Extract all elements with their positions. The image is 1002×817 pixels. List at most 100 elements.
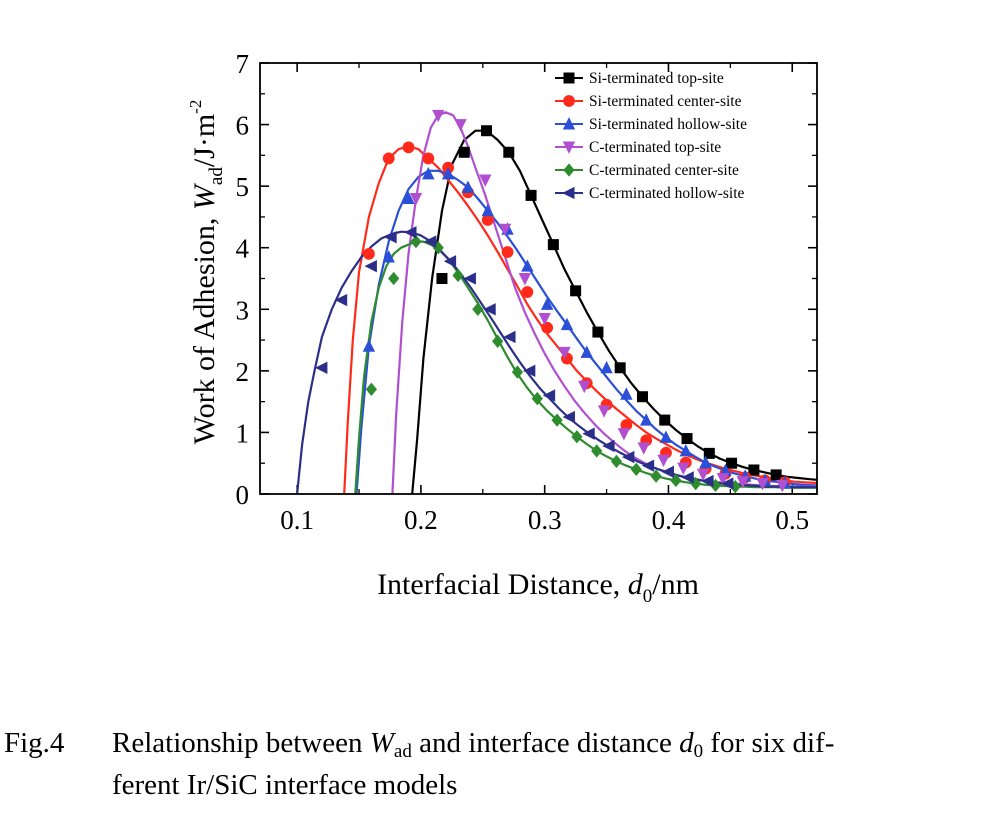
data-point	[463, 272, 476, 285]
data-point	[640, 413, 653, 426]
data-point	[716, 473, 730, 486]
data-point	[614, 362, 626, 374]
legend-label: Si-terminated hollow-site	[589, 116, 747, 133]
legend-item: C-terminated top-site	[555, 139, 721, 156]
data-point	[402, 141, 415, 154]
x-tick-label: 0.1	[280, 505, 314, 535]
data-point	[736, 476, 749, 489]
series-markers-5	[365, 234, 741, 494]
data-point	[521, 286, 534, 298]
data-point	[641, 459, 655, 472]
data-point	[677, 462, 690, 476]
legend-swatch-marker	[563, 95, 575, 107]
legend-item: C-terminated hollow-site	[555, 185, 745, 202]
data-point	[650, 469, 662, 483]
data-point	[560, 317, 574, 331]
data-point	[410, 234, 422, 249]
data-point	[458, 146, 470, 158]
legend: Si-terminated top-site Si-terminated cent…	[555, 70, 747, 202]
data-point	[334, 293, 348, 307]
data-point	[443, 255, 457, 268]
data-point	[756, 478, 769, 491]
series-markers-4	[409, 109, 789, 493]
data-point	[503, 330, 516, 344]
data-point	[492, 334, 504, 348]
y-axis-title: Work of Adhesion, Wad/J·m-2	[186, 100, 227, 445]
data-point	[748, 464, 760, 476]
data-point	[436, 272, 448, 284]
x-tick-label: 0.5	[775, 505, 809, 535]
data-point	[472, 302, 484, 316]
data-point	[498, 223, 512, 237]
data-point	[362, 339, 376, 352]
data-point	[454, 119, 467, 132]
data-point	[617, 428, 631, 441]
data-point	[422, 166, 435, 180]
legend-item: C-terminated center-site	[555, 162, 739, 179]
data-point	[558, 346, 571, 360]
y-tick-label: 6	[236, 111, 250, 141]
x-tick-label: 0.4	[652, 505, 686, 535]
data-point	[503, 146, 515, 158]
data-point	[592, 326, 604, 338]
data-point	[721, 477, 734, 490]
data-point	[547, 239, 559, 251]
data-point	[699, 455, 712, 469]
data-point	[571, 430, 583, 444]
caption-line-2: ferent Ir/SiC interface models	[112, 769, 458, 801]
data-point	[610, 454, 623, 469]
data-point	[540, 297, 554, 310]
data-point	[562, 410, 575, 424]
legend-swatch-marker	[562, 117, 576, 130]
legend-item: Si-terminated center-site	[555, 93, 742, 110]
data-point	[636, 391, 648, 403]
legend-item: Si-terminated hollow-site	[555, 116, 747, 133]
data-point	[522, 364, 536, 378]
legend-label: Si-terminated center-site	[589, 93, 742, 110]
data-point	[657, 454, 670, 468]
data-point	[637, 442, 650, 455]
data-point	[384, 231, 397, 244]
data-point	[703, 447, 715, 459]
data-point	[364, 260, 377, 273]
y-tick-label: 5	[236, 172, 250, 202]
data-point	[770, 469, 782, 481]
series-markers-1	[436, 125, 782, 481]
x-axis-title: Interfacial Distance, d0/nm	[377, 568, 699, 607]
data-point	[404, 226, 417, 239]
caption-text-after: for six dif-	[703, 727, 835, 759]
data-point	[423, 235, 437, 248]
data-point	[315, 361, 328, 374]
legend-item: Si-terminated top-site	[555, 70, 724, 87]
data-point	[621, 450, 635, 464]
x-tick-label: 0.2	[404, 505, 438, 535]
y-tick-label: 3	[236, 295, 250, 325]
data-point	[582, 427, 595, 440]
data-point	[382, 250, 395, 263]
data-point	[518, 272, 532, 286]
data-point	[525, 189, 537, 201]
data-point	[659, 430, 673, 443]
caption-var1: W	[369, 727, 394, 759]
data-point	[409, 192, 423, 206]
legend-label: Si-terminated top-site	[589, 70, 724, 87]
data-point	[726, 457, 738, 469]
data-point	[538, 313, 551, 326]
data-point	[531, 391, 543, 406]
data-point	[659, 414, 671, 426]
y-tick-label: 0	[236, 480, 250, 510]
x-tick-label: 0.3	[528, 505, 562, 535]
data-point	[602, 439, 615, 453]
caption-text-mid: and interface distance	[411, 727, 680, 759]
data-point	[591, 444, 603, 458]
y-tick-label: 4	[236, 234, 250, 264]
series-line-5	[354, 240, 817, 494]
data-point	[501, 246, 514, 258]
data-point	[630, 462, 642, 477]
data-point	[422, 152, 435, 165]
figure-caption: Fig.4 Relationship between Wad and interf…	[4, 722, 834, 806]
chart: 0.1 0.2 0.3 0.4 0.5 0 1 2 3 4 5 6 7 Interfacial Dis…	[186, 49, 818, 607]
data-point	[481, 125, 493, 137]
caption-label: Fig.4	[4, 727, 65, 759]
data-point	[432, 109, 445, 123]
